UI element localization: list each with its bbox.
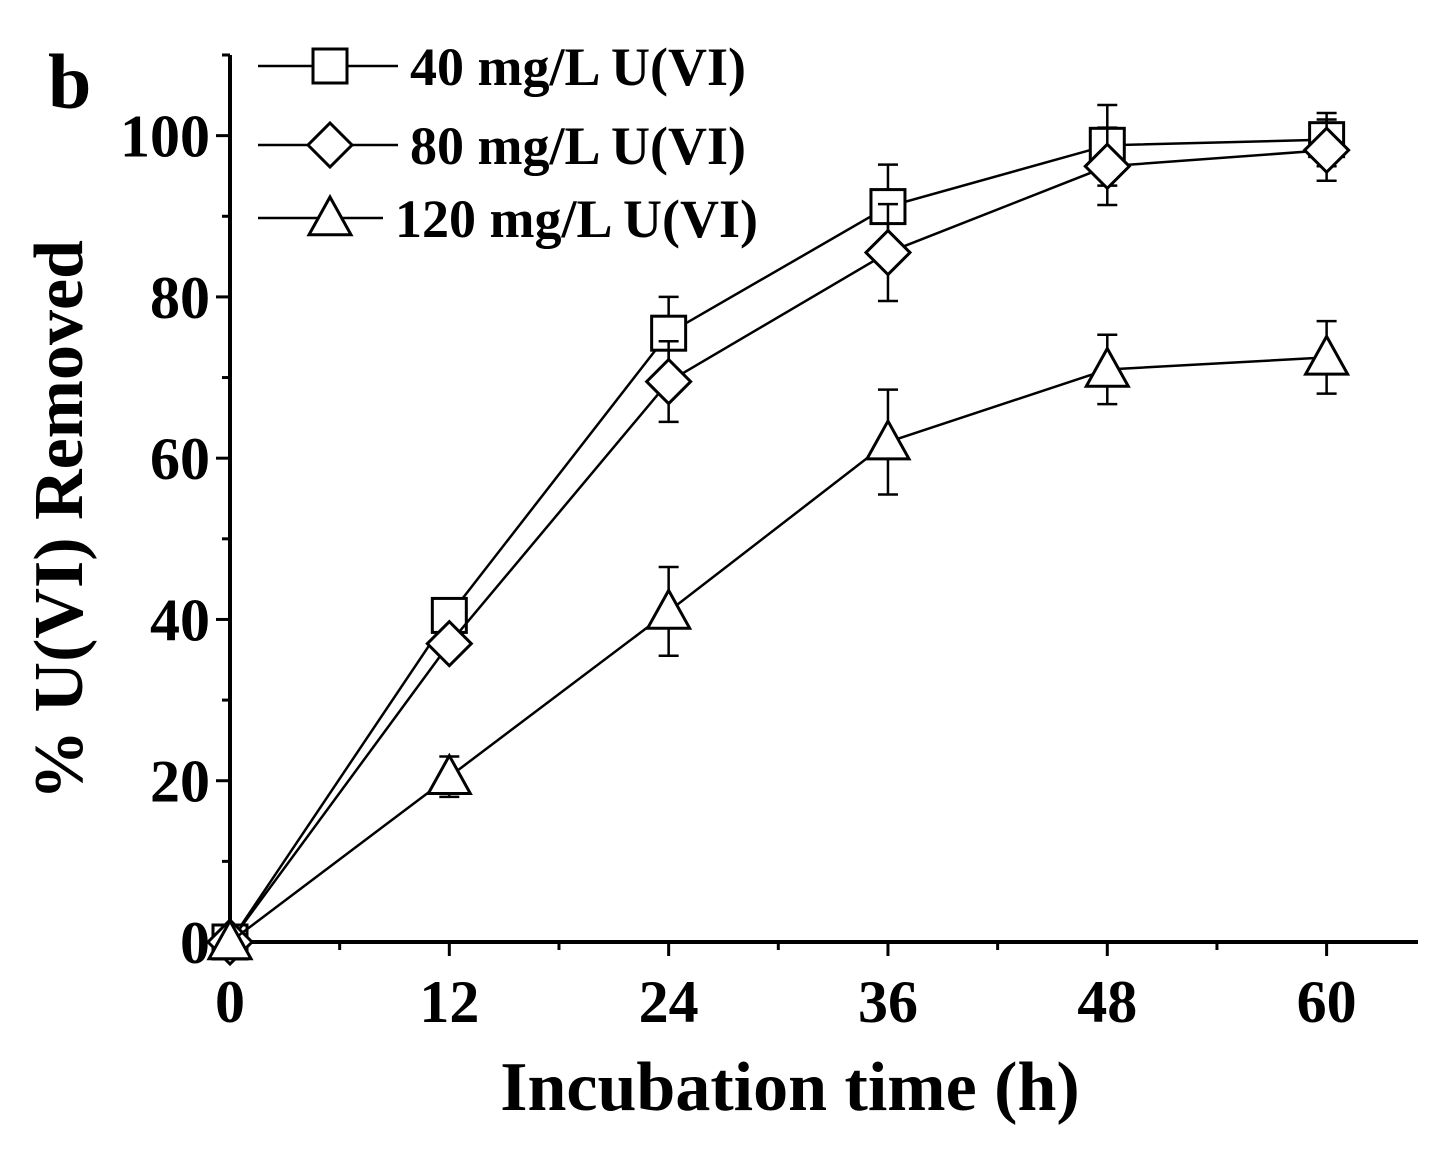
data-point-triangle — [425, 752, 473, 795]
legend-marker-triangle — [306, 193, 354, 237]
series-2 — [205, 118, 1351, 967]
data-point-diamond — [863, 228, 913, 277]
data-point-triangle — [206, 917, 254, 961]
x-tick-label: 12 — [419, 969, 479, 1035]
legend-label: 80 mg/L U(VI) — [410, 116, 746, 176]
data-point-triangle — [864, 417, 912, 461]
y-tick-label: 60 — [150, 426, 210, 492]
data-point-diamond — [1302, 126, 1351, 175]
legend: 40 mg/L U(VI) 80 mg/L U(VI) 120 mg/L U(VI) — [258, 37, 758, 249]
data-point-diamond — [644, 357, 693, 406]
data-point-diamond — [1083, 142, 1132, 191]
x-tick-label: 24 — [639, 969, 699, 1035]
data-point-diamond — [425, 619, 474, 668]
x-axis-title: Incubation time (h) — [500, 1049, 1079, 1126]
legend-label: 120 mg/L U(VI) — [395, 189, 758, 249]
plot-area: 0 20 40 60 80 100 0 12 24 36 48 60 — [120, 53, 1418, 1035]
x-tick-label: 48 — [1077, 969, 1137, 1035]
legend-item-2: 80 mg/L U(VI) — [258, 116, 746, 176]
y-tick-label: 40 — [150, 587, 210, 653]
data-point-triangle — [1083, 345, 1131, 388]
y-tick-label: 80 — [150, 265, 210, 331]
legend-label: 40 mg/L U(VI) — [410, 37, 746, 97]
x-tick-label: 0 — [215, 969, 245, 1035]
data-point-triangle — [645, 587, 693, 630]
legend-item-3: 120 mg/L U(VI) — [258, 189, 758, 249]
legend-marker-diamond — [305, 120, 355, 170]
y-axis-title: % U(VI) Removed — [21, 240, 98, 800]
series-line — [228, 138, 1327, 943]
series-line — [228, 148, 1327, 943]
y-tick-label: 20 — [150, 749, 210, 815]
series-3 — [206, 319, 1351, 961]
panel-label: b — [48, 38, 91, 125]
x-tick-label: 36 — [858, 969, 918, 1035]
x-tick-label: 60 — [1297, 969, 1357, 1035]
y-tick-label: 100 — [120, 104, 210, 170]
data-point-triangle — [1303, 333, 1351, 376]
series-1 — [211, 103, 1346, 961]
legend-marker-square — [311, 47, 349, 85]
legend-item-1: 40 mg/L U(VI) — [258, 37, 746, 97]
series-line — [229, 356, 1327, 943]
y-tick-label: 0 — [180, 910, 210, 976]
